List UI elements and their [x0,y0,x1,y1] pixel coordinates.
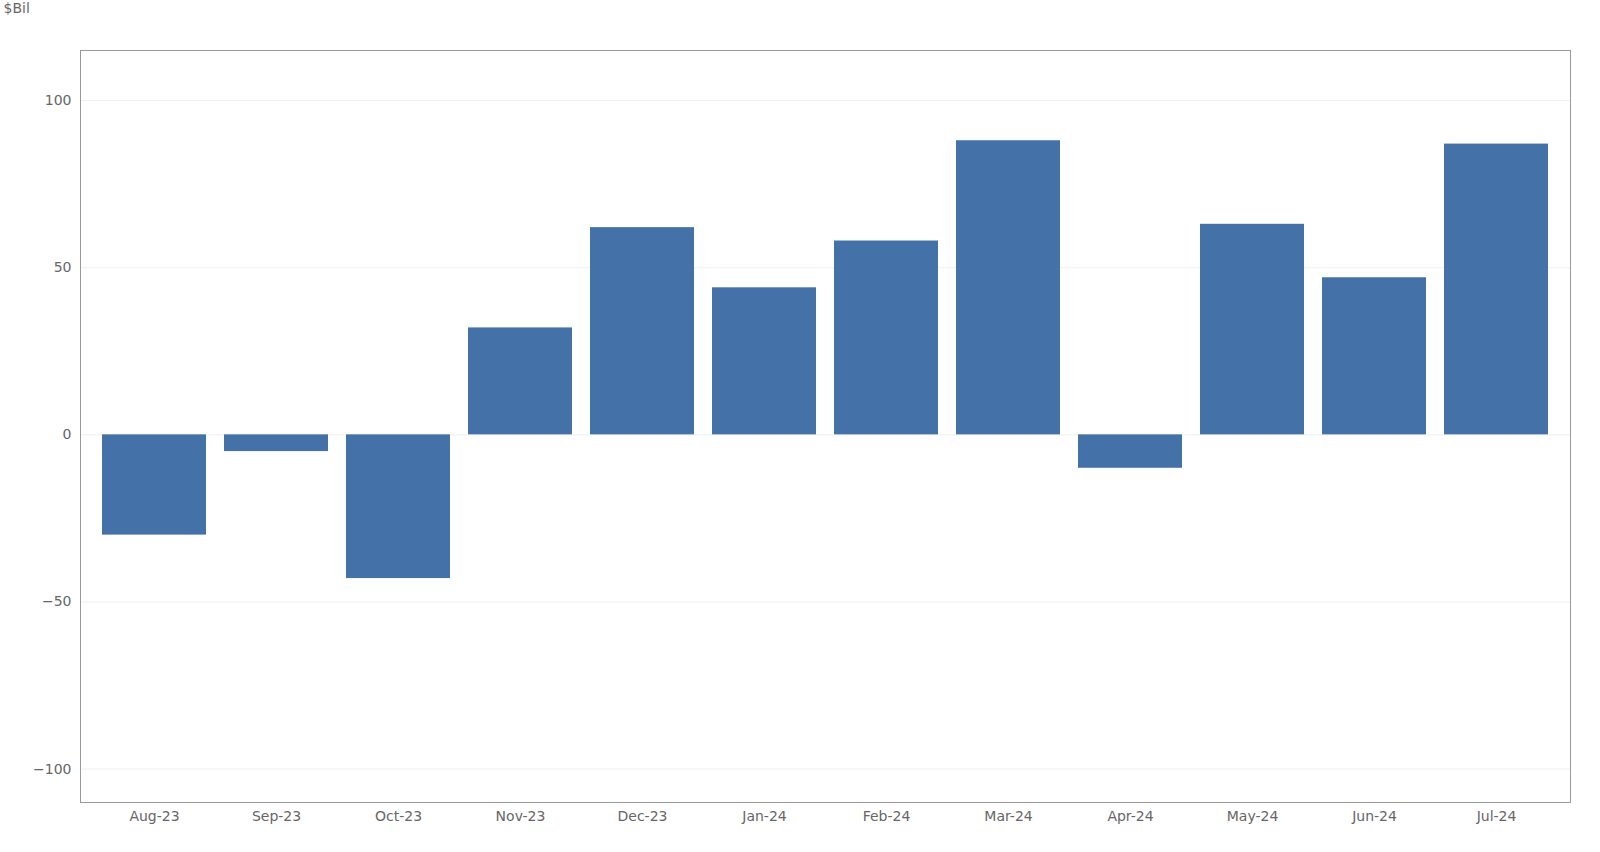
svg-text:Mar-24: Mar-24 [984,808,1032,824]
svg-text:Dec-23: Dec-23 [618,808,668,824]
svg-text:50: 50 [54,259,72,275]
svg-text:$Bil: $Bil [4,0,30,16]
svg-text:Aug-23: Aug-23 [129,808,179,824]
svg-text:Apr-24: Apr-24 [1107,808,1153,824]
svg-text:Jul-24: Jul-24 [1476,808,1517,824]
svg-text:100: 100 [45,92,72,108]
svg-text:−50: −50 [42,593,72,609]
svg-text:Sep-23: Sep-23 [252,808,301,824]
svg-text:−100: −100 [33,761,71,777]
svg-text:Feb-24: Feb-24 [863,808,911,824]
svg-text:May-24: May-24 [1227,808,1279,824]
svg-text:Jan-24: Jan-24 [741,808,787,824]
svg-text:Nov-23: Nov-23 [496,808,546,824]
svg-text:Oct-23: Oct-23 [375,808,422,824]
svg-text:0: 0 [63,426,72,442]
svg-text:Jun-24: Jun-24 [1351,808,1397,824]
